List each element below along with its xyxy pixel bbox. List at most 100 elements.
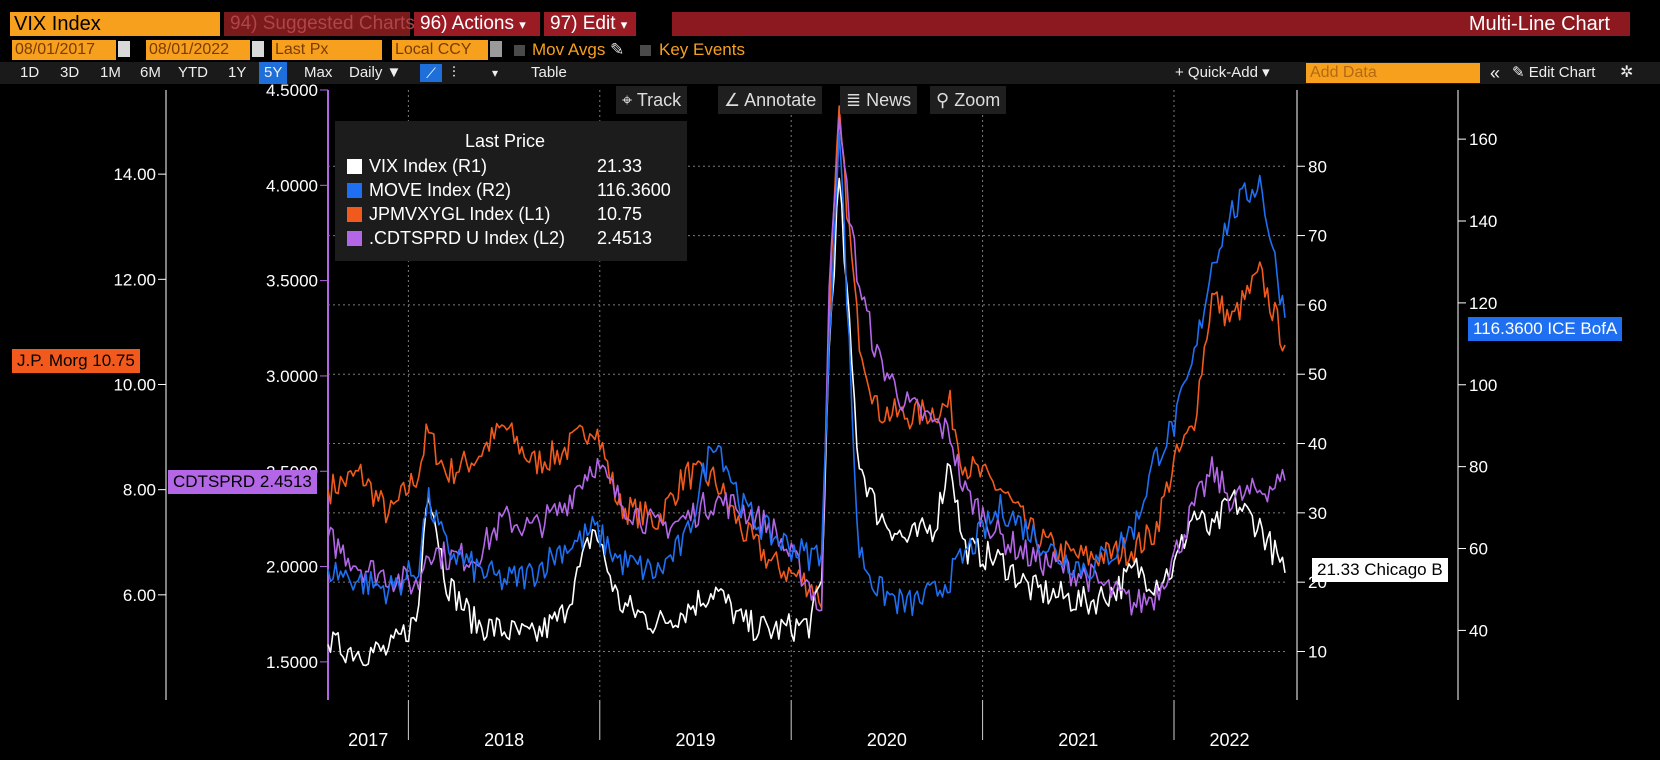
y-tick-label-l1: 8.00 [123, 481, 156, 500]
x-axis-year-label: 2017 [348, 730, 388, 750]
quick-add-button[interactable]: + Quick-Add ▾ [1175, 64, 1270, 81]
end-date-field[interactable]: 08/01/2022 [146, 40, 250, 60]
start-date-field[interactable]: 08/01/2017 [12, 40, 116, 60]
y-tick-label-r2: 120 [1469, 294, 1497, 313]
jpm-last-value-flag: J.P. Morg 10.75 [12, 349, 140, 373]
calendar-icon[interactable] [118, 41, 130, 57]
legend-series-value: 116.3600 [597, 180, 671, 200]
y-tick-label-r2: 160 [1469, 130, 1497, 149]
annotate-button[interactable]: ∠ Annotate [718, 86, 823, 114]
y-tick-label-l2: 2.0000 [266, 558, 318, 577]
mov-avgs-checkbox[interactable] [514, 45, 525, 56]
legend-series-value: 21.33 [597, 156, 643, 176]
table-button[interactable]: Table [531, 64, 567, 81]
edit-chart-button[interactable]: ✎ Edit Chart [1512, 62, 1595, 84]
ticker-line [30, 0, 35, 10]
x-axis-year-label: 2021 [1058, 730, 1098, 750]
vix-last-value-flag: 21.33 Chicago B [1312, 558, 1448, 582]
suggested-charts-button[interactable]: 94) Suggested Charts [224, 12, 415, 36]
legend-swatch [347, 207, 362, 222]
search-icon: ⚲ [936, 90, 950, 110]
y-tick-label-r1: 80 [1308, 157, 1327, 176]
timeframe-1d[interactable]: 1D [20, 64, 40, 81]
chevron-down-icon: ▾ [620, 17, 628, 32]
pencil-icon[interactable]: ✎ [610, 40, 625, 59]
timeframe-5y[interactable]: 5Y [259, 62, 288, 84]
currency-select[interactable]: Local CCY [392, 40, 488, 60]
timeframe-ytd[interactable]: YTD [178, 64, 208, 81]
y-tick-label-l1: 6.00 [123, 586, 156, 605]
actions-button[interactable]: 96) Actions ▾ [414, 12, 540, 36]
line-chart-icon[interactable]: ⟋ [420, 64, 442, 82]
key-events-label[interactable]: Key Events [659, 40, 745, 59]
pencil-icon: ✎ [1512, 64, 1525, 81]
series-line-jpmvxygl-index [327, 105, 1286, 609]
y-tick-label-l2: 3.0000 [266, 367, 318, 386]
frequency-select[interactable]: Daily ▼ [349, 64, 402, 81]
x-axis-year-label: 2018 [484, 730, 524, 750]
calendar-icon[interactable] [252, 41, 264, 57]
legend-series-name: JPMVXYGL Index (L1) [369, 204, 551, 224]
legend-series-value: 10.75 [597, 204, 643, 224]
y-tick-label-r2: 80 [1469, 458, 1488, 477]
bar-chart-icon[interactable]: ⫶ [452, 64, 456, 81]
legend-swatch [347, 159, 362, 174]
y-tick-label-l2: 4.5000 [266, 84, 318, 100]
legend-series-value: 2.4513 [597, 228, 653, 248]
chart-plot-area[interactable]: 2017 2018 2019 2020 2021 2022 6.00 8.00 10.00 12.… [0, 84, 1660, 760]
y-tick-label-r1: 70 [1308, 227, 1327, 246]
chevron-down-icon[interactable]: ▾ [492, 66, 499, 80]
key-events-checkbox[interactable] [640, 45, 651, 56]
legend-series-name: .CDTSPRD U Index (L2) [369, 228, 566, 248]
timeframe-1y[interactable]: 1Y [228, 64, 247, 81]
news-label: News [866, 90, 912, 110]
top-ticker-strip [0, 0, 1660, 10]
news-button[interactable]: ≣ News [840, 86, 918, 114]
mov-avgs-label[interactable]: Mov Avgs [532, 40, 606, 59]
legend-title: Last Price [465, 131, 546, 151]
actions-label: 96) Actions [420, 13, 514, 34]
y-tick-label-l1: 14.00 [113, 165, 156, 184]
chevron-down-icon: ▾ [519, 17, 526, 32]
legend-swatch [347, 183, 362, 198]
y-tick-label-r1: 10 [1308, 642, 1327, 661]
news-icon: ≣ [846, 90, 862, 110]
collapse-icon[interactable]: « [1490, 63, 1501, 83]
timeframe-1m[interactable]: 1M [100, 64, 121, 81]
title-strip [672, 12, 1630, 36]
edit-button[interactable]: 97) Edit ▾ [544, 12, 636, 36]
zoom-label: Zoom [954, 90, 1001, 110]
add-data-input[interactable]: Add Data [1306, 63, 1480, 83]
track-button[interactable]: ⌖ Track [616, 86, 688, 114]
y-tick-label-r2: 60 [1469, 540, 1488, 559]
y-tick-label-r1: 60 [1308, 296, 1327, 315]
security-input[interactable]: VIX Index [10, 12, 220, 36]
x-axis-year-label: 2020 [867, 730, 907, 750]
y-tick-label-l2: 1.5000 [266, 653, 318, 672]
y-tick-label-l2: 3.5000 [266, 272, 318, 291]
x-axis-year-label: 2022 [1209, 730, 1249, 750]
y-tick-label-l1: 12.00 [113, 270, 156, 289]
series-line--cdtsprd-u-index [327, 116, 1286, 616]
gear-icon[interactable]: ✲ [1620, 64, 1634, 81]
y-tick-label-r1: 40 [1308, 435, 1327, 454]
y-tick-label-l1: 10.00 [113, 375, 156, 394]
cdtsprd-last-value-flag: CDTSPRD 2.4513 [168, 470, 317, 494]
chevron-down-icon[interactable] [490, 41, 502, 57]
timeframe-3d[interactable]: 3D [60, 64, 80, 81]
timeframe-6m[interactable]: 6M [140, 64, 161, 81]
edit-label: 97) Edit [550, 13, 616, 34]
zoom-button[interactable]: ⚲ Zoom [930, 86, 1007, 114]
y-tick-label-r2: 40 [1469, 621, 1488, 640]
timeframe-bar [0, 62, 1660, 84]
y-tick-label-r2: 100 [1469, 376, 1497, 395]
track-label: Track [636, 90, 682, 110]
timeframe-max[interactable]: Max [304, 64, 333, 81]
annotate-label: Annotate [744, 90, 817, 110]
y-tick-label-l2: 4.0000 [266, 176, 318, 195]
chart-legend: Last Price VIX Index (R1) 21.33 MOVE Ind… [335, 121, 687, 261]
field-select[interactable]: Last Px [272, 40, 382, 60]
legend-swatch [347, 231, 362, 246]
legend-series-name: MOVE Index (R2) [369, 180, 512, 200]
series-line-vix-index [327, 177, 1286, 667]
